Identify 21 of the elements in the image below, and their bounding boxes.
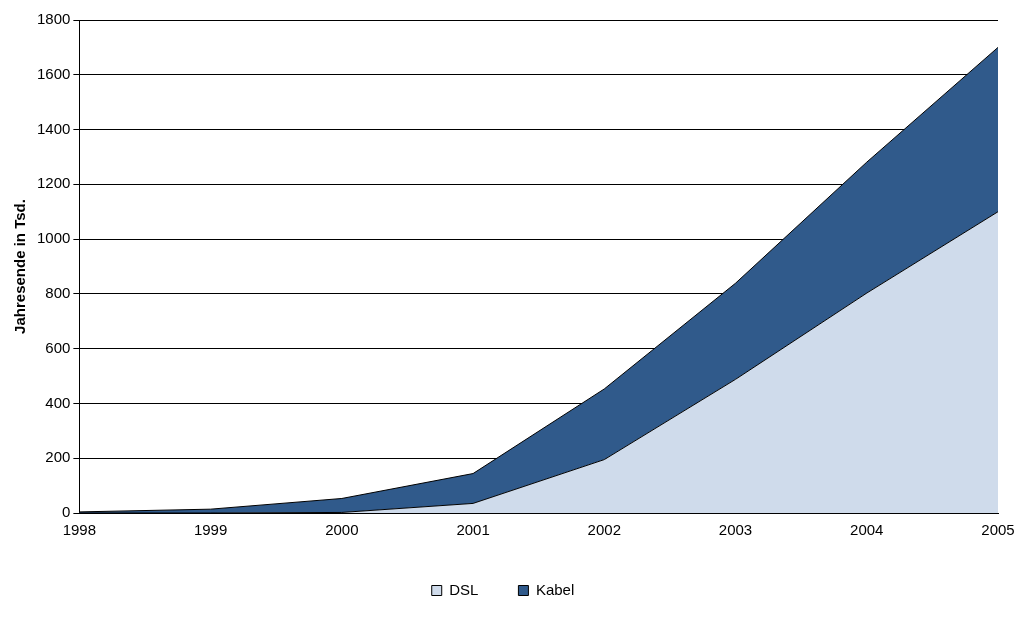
x-tick-label: 2002 bbox=[587, 521, 621, 539]
y-tick-label: 1600 bbox=[36, 64, 71, 82]
x-tick-label: 1999 bbox=[193, 521, 228, 539]
legend-label: DSL bbox=[449, 580, 479, 598]
y-tick-label: 200 bbox=[45, 448, 71, 466]
y-tick-label: 1400 bbox=[36, 119, 71, 137]
x-tick-label: 2005 bbox=[981, 521, 1015, 539]
x-tick-label: 1998 bbox=[62, 521, 97, 539]
x-tick-label: 2000 bbox=[325, 521, 359, 539]
x-tick-label: 2003 bbox=[718, 521, 753, 539]
y-tick-label: 1000 bbox=[36, 229, 71, 247]
y-tick-label: 400 bbox=[45, 393, 71, 411]
y-tick-label: 0 bbox=[62, 503, 71, 521]
x-tick-label: 2004 bbox=[850, 521, 884, 539]
y-tick-label: 800 bbox=[45, 284, 71, 302]
legend-label: Kabel bbox=[535, 580, 575, 598]
y-tick-label: 1800 bbox=[36, 10, 71, 28]
y-axis-title: Jahresende in Tsd. bbox=[11, 199, 29, 334]
y-tick-label: 1200 bbox=[36, 174, 71, 192]
x-tick-label: 2001 bbox=[456, 521, 490, 539]
y-tick-label: 600 bbox=[45, 338, 71, 356]
